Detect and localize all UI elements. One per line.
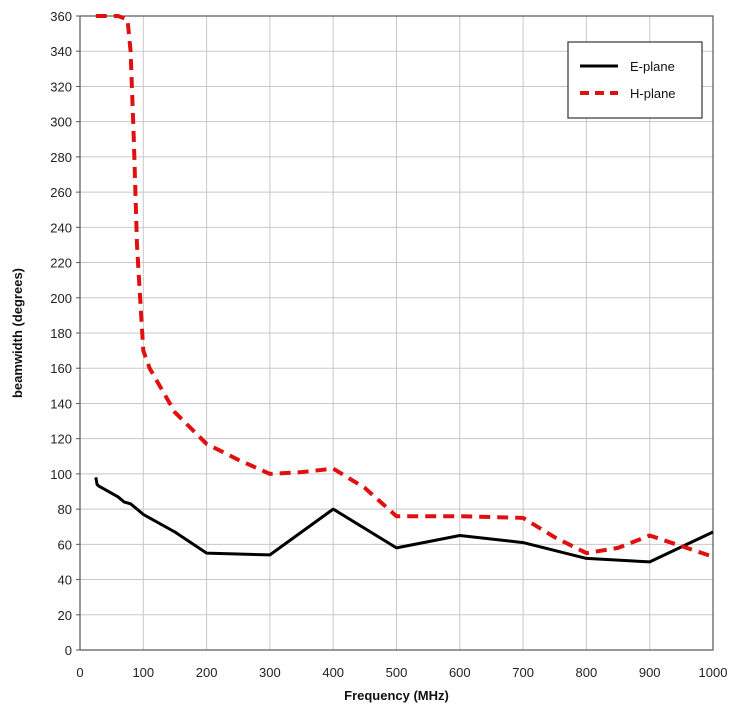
x-tick-label: 100 [132,665,154,680]
y-axis-ticks: 0 20 40 60 80 100 120 140 160 180 200 220 240 260 280 3… [50,9,80,658]
y-tick-label: 40 [58,573,72,588]
legend-label: H-plane [630,86,676,101]
y-tick-label: 240 [50,220,72,235]
y-tick-label: 80 [58,502,72,517]
series-layer [94,14,714,564]
y-tick-label: 140 [50,396,72,411]
y-tick-label: 60 [58,537,72,552]
y-tick-label: 100 [50,467,72,482]
y-tick-label: 20 [58,608,72,623]
legend-label: E-plane [630,59,675,74]
y-tick-label: 260 [50,185,72,200]
y-tick-label: 0 [65,643,72,658]
x-tick-label: 700 [512,665,534,680]
y-tick-label: 180 [50,326,72,341]
y-tick-label: 300 [50,115,72,130]
legend: E-plane H-plane [567,41,703,119]
y-tick-label: 320 [50,79,72,94]
y-axis-title: beamwidth (degrees) [10,268,25,398]
y-tick-label: 200 [50,291,72,306]
y-tick-label: 340 [50,44,72,59]
legend-box [567,41,703,119]
y-tick-label: 120 [50,432,72,447]
x-tick-label: 600 [449,665,471,680]
x-tick-label: 900 [639,665,661,680]
x-axis-ticks: 0 100 200 300 400 500 600 700 800 900 1000 [76,665,727,680]
y-tick-label: 360 [50,9,72,24]
x-axis-title: Frequency (MHz) [344,688,449,703]
y-tick-label: 160 [50,361,72,376]
x-tick-label: 500 [386,665,408,680]
x-tick-label: 0 [76,665,83,680]
series-line-e-plane [94,477,714,564]
x-tick-label: 400 [322,665,344,680]
y-tick-label: 280 [50,150,72,165]
x-tick-label: 1000 [699,665,728,680]
x-tick-label: 200 [196,665,218,680]
y-tick-label: 220 [50,256,72,271]
x-tick-label: 300 [259,665,281,680]
x-tick-label: 800 [576,665,598,680]
series-line-h-plane [95,14,714,559]
